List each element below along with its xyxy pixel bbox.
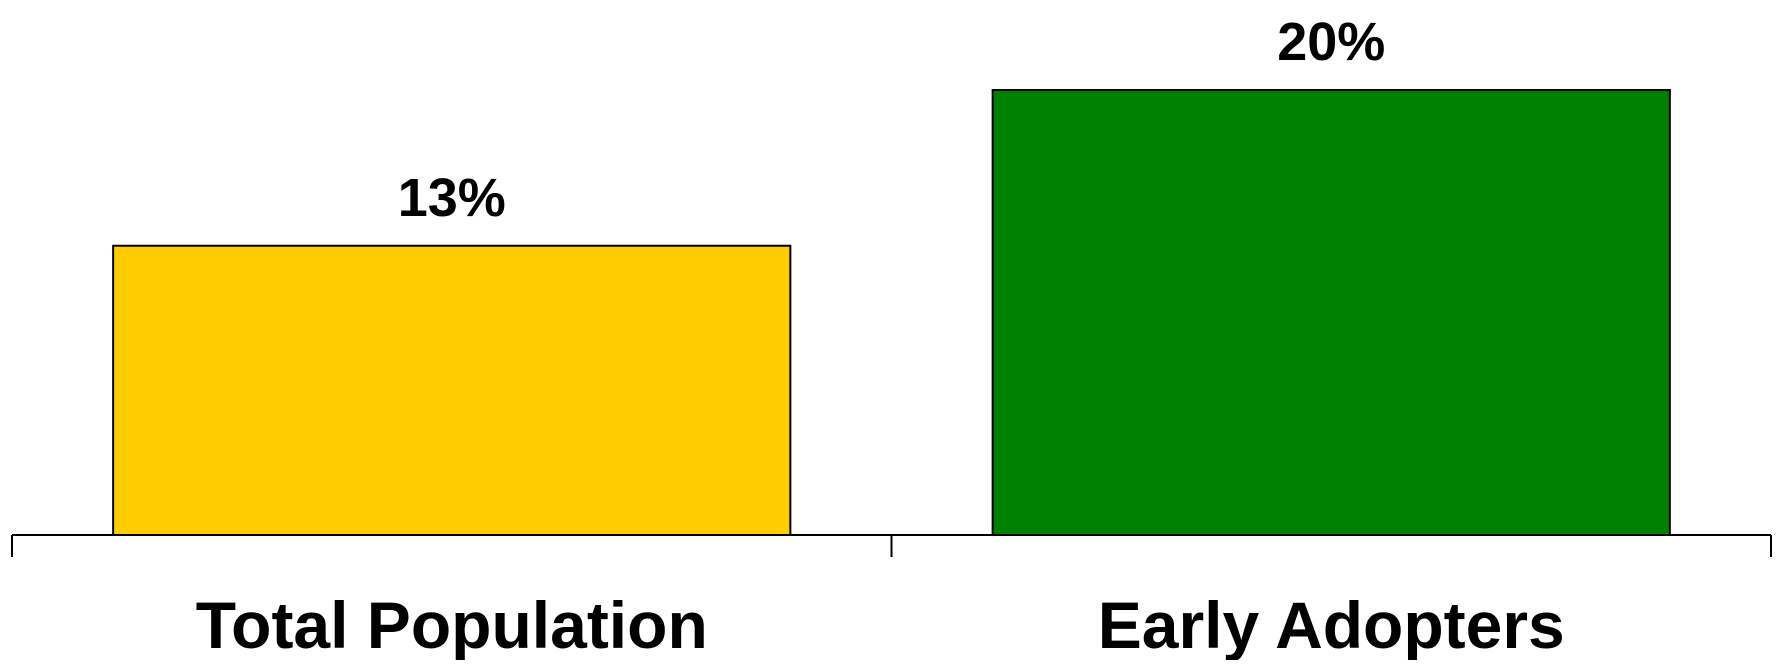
bar-0 — [112, 244, 792, 536]
tick-label-1: Early Adopters — [1098, 588, 1565, 660]
tick-label-0: Total Population — [196, 588, 708, 660]
data-label-0: 13% — [398, 168, 506, 228]
data-label-1: 20% — [1277, 12, 1385, 72]
bars-layer — [112, 89, 1671, 536]
labels-layer: 13% Total Population 20% Early Adopters — [196, 12, 1565, 662]
bar-1 — [991, 89, 1671, 536]
x-axis — [11, 534, 1772, 557]
